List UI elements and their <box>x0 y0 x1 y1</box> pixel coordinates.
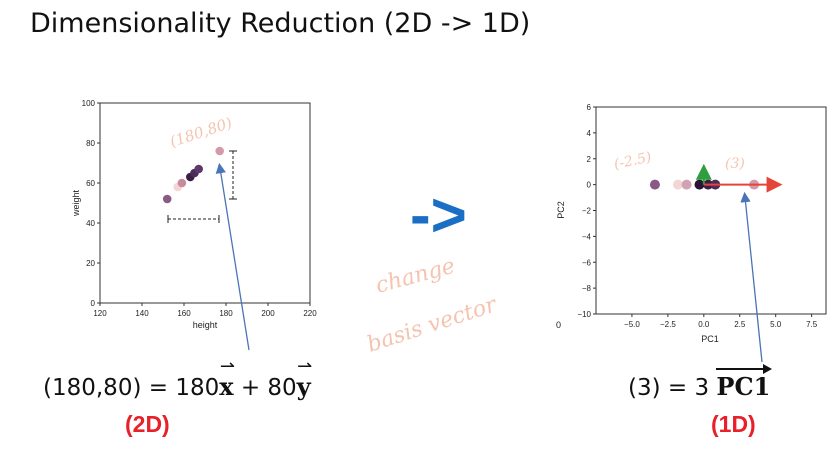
right-equation: (3) = 3 PC1 <box>628 364 773 401</box>
y-tick-label: −2 <box>582 207 592 216</box>
y-tick-label: 6 <box>587 103 592 112</box>
x-axis-label: PC1 <box>701 334 719 344</box>
pc1-label: PC1 <box>716 372 771 401</box>
x-tick-label: 120 <box>93 309 107 318</box>
pc-projection-chart: −5.0 −2.5 0.0 2.5 5.0 7.5 −10 −8 −6 −4 −2 0 2 4 6 PC1… <box>556 103 827 344</box>
x-tick-label: 220 <box>303 309 317 318</box>
point-annotation-pos: (3) <box>725 156 745 172</box>
y-tick-label: 0 <box>91 299 96 308</box>
corner-zero-label: 0 <box>556 320 561 330</box>
y-tick-label: 100 <box>82 99 96 108</box>
transform-arrow: -> <box>410 181 467 250</box>
y-tick-label: −8 <box>582 284 592 293</box>
pointer-arrow-left <box>215 162 250 351</box>
data-point <box>694 179 705 190</box>
plot-frame <box>99 102 311 304</box>
y-tick-label: −4 <box>582 232 592 241</box>
x-tick-label: 160 <box>177 309 191 318</box>
data-point <box>672 179 683 190</box>
y-axis-label: PC2 <box>556 201 566 219</box>
data-point <box>162 194 172 204</box>
x-tick-label: 200 <box>261 309 275 318</box>
right-equation-lhs: (3) = 3 <box>628 375 717 401</box>
x-tick-label: 7.5 <box>806 320 818 329</box>
x-tick-label: 140 <box>135 309 149 318</box>
handwritten-basis-vector: basis vector <box>364 292 501 358</box>
y-tick-label: 80 <box>86 139 95 148</box>
y-tick-label: 2 <box>587 155 592 164</box>
y-tick-label: 4 <box>587 129 592 138</box>
y-vector: ⇀ y <box>296 356 313 402</box>
x-tick-label: 5.0 <box>770 320 782 329</box>
x-vector: ⇀ x <box>219 356 235 402</box>
y-tick-label: 20 <box>86 259 95 268</box>
left-equation-lhs: (180,80) = 180 <box>43 375 220 401</box>
point-annotation-2d: (180,80) <box>168 114 235 151</box>
x-tick-label: 180 <box>219 309 233 318</box>
x-tick-label: 2.5 <box>734 320 746 329</box>
y-var: y <box>296 372 311 401</box>
y-tick-label: −6 <box>582 258 592 267</box>
point-annotation-neg: (-2.5) <box>613 149 653 173</box>
left-equation-mid: + 80 <box>233 375 297 401</box>
data-point <box>649 179 660 190</box>
tag-1d: (1D) <box>711 411 756 437</box>
x-tick-label: 0.0 <box>698 320 710 329</box>
data-point <box>215 146 224 156</box>
x-var: x <box>219 372 234 401</box>
y-tick-label: 60 <box>86 179 95 188</box>
x-tick-label: −2.5 <box>660 320 676 329</box>
slide-title: Dimensionality Reduction (2D -> 1D) <box>30 8 531 39</box>
left-equation: (180,80) = 180 ⇀ x + 80 ⇀ y <box>43 356 313 402</box>
dashed-dimension-brackets <box>167 150 237 223</box>
x-axis-label: height <box>193 320 218 330</box>
pointer-arrow-right <box>740 191 763 363</box>
data-point <box>194 164 203 174</box>
data-point <box>681 179 692 190</box>
plot-frame <box>595 106 827 315</box>
pc1-vector: PC1 <box>716 364 773 401</box>
data-point <box>177 178 187 188</box>
handwritten-change: change <box>373 254 458 299</box>
tag-2d: (2D) <box>125 411 170 437</box>
y-tick-label: −10 <box>577 310 591 319</box>
y-tick-label: 0 <box>587 181 592 190</box>
y-tick-label: 40 <box>86 219 95 228</box>
y-axis-label: weight <box>71 189 81 217</box>
height-weight-chart: 120 140 160 180 200 220 0 20 40 60 80 100 height w… <box>71 99 317 330</box>
x-tick-label: −5.0 <box>624 320 640 329</box>
